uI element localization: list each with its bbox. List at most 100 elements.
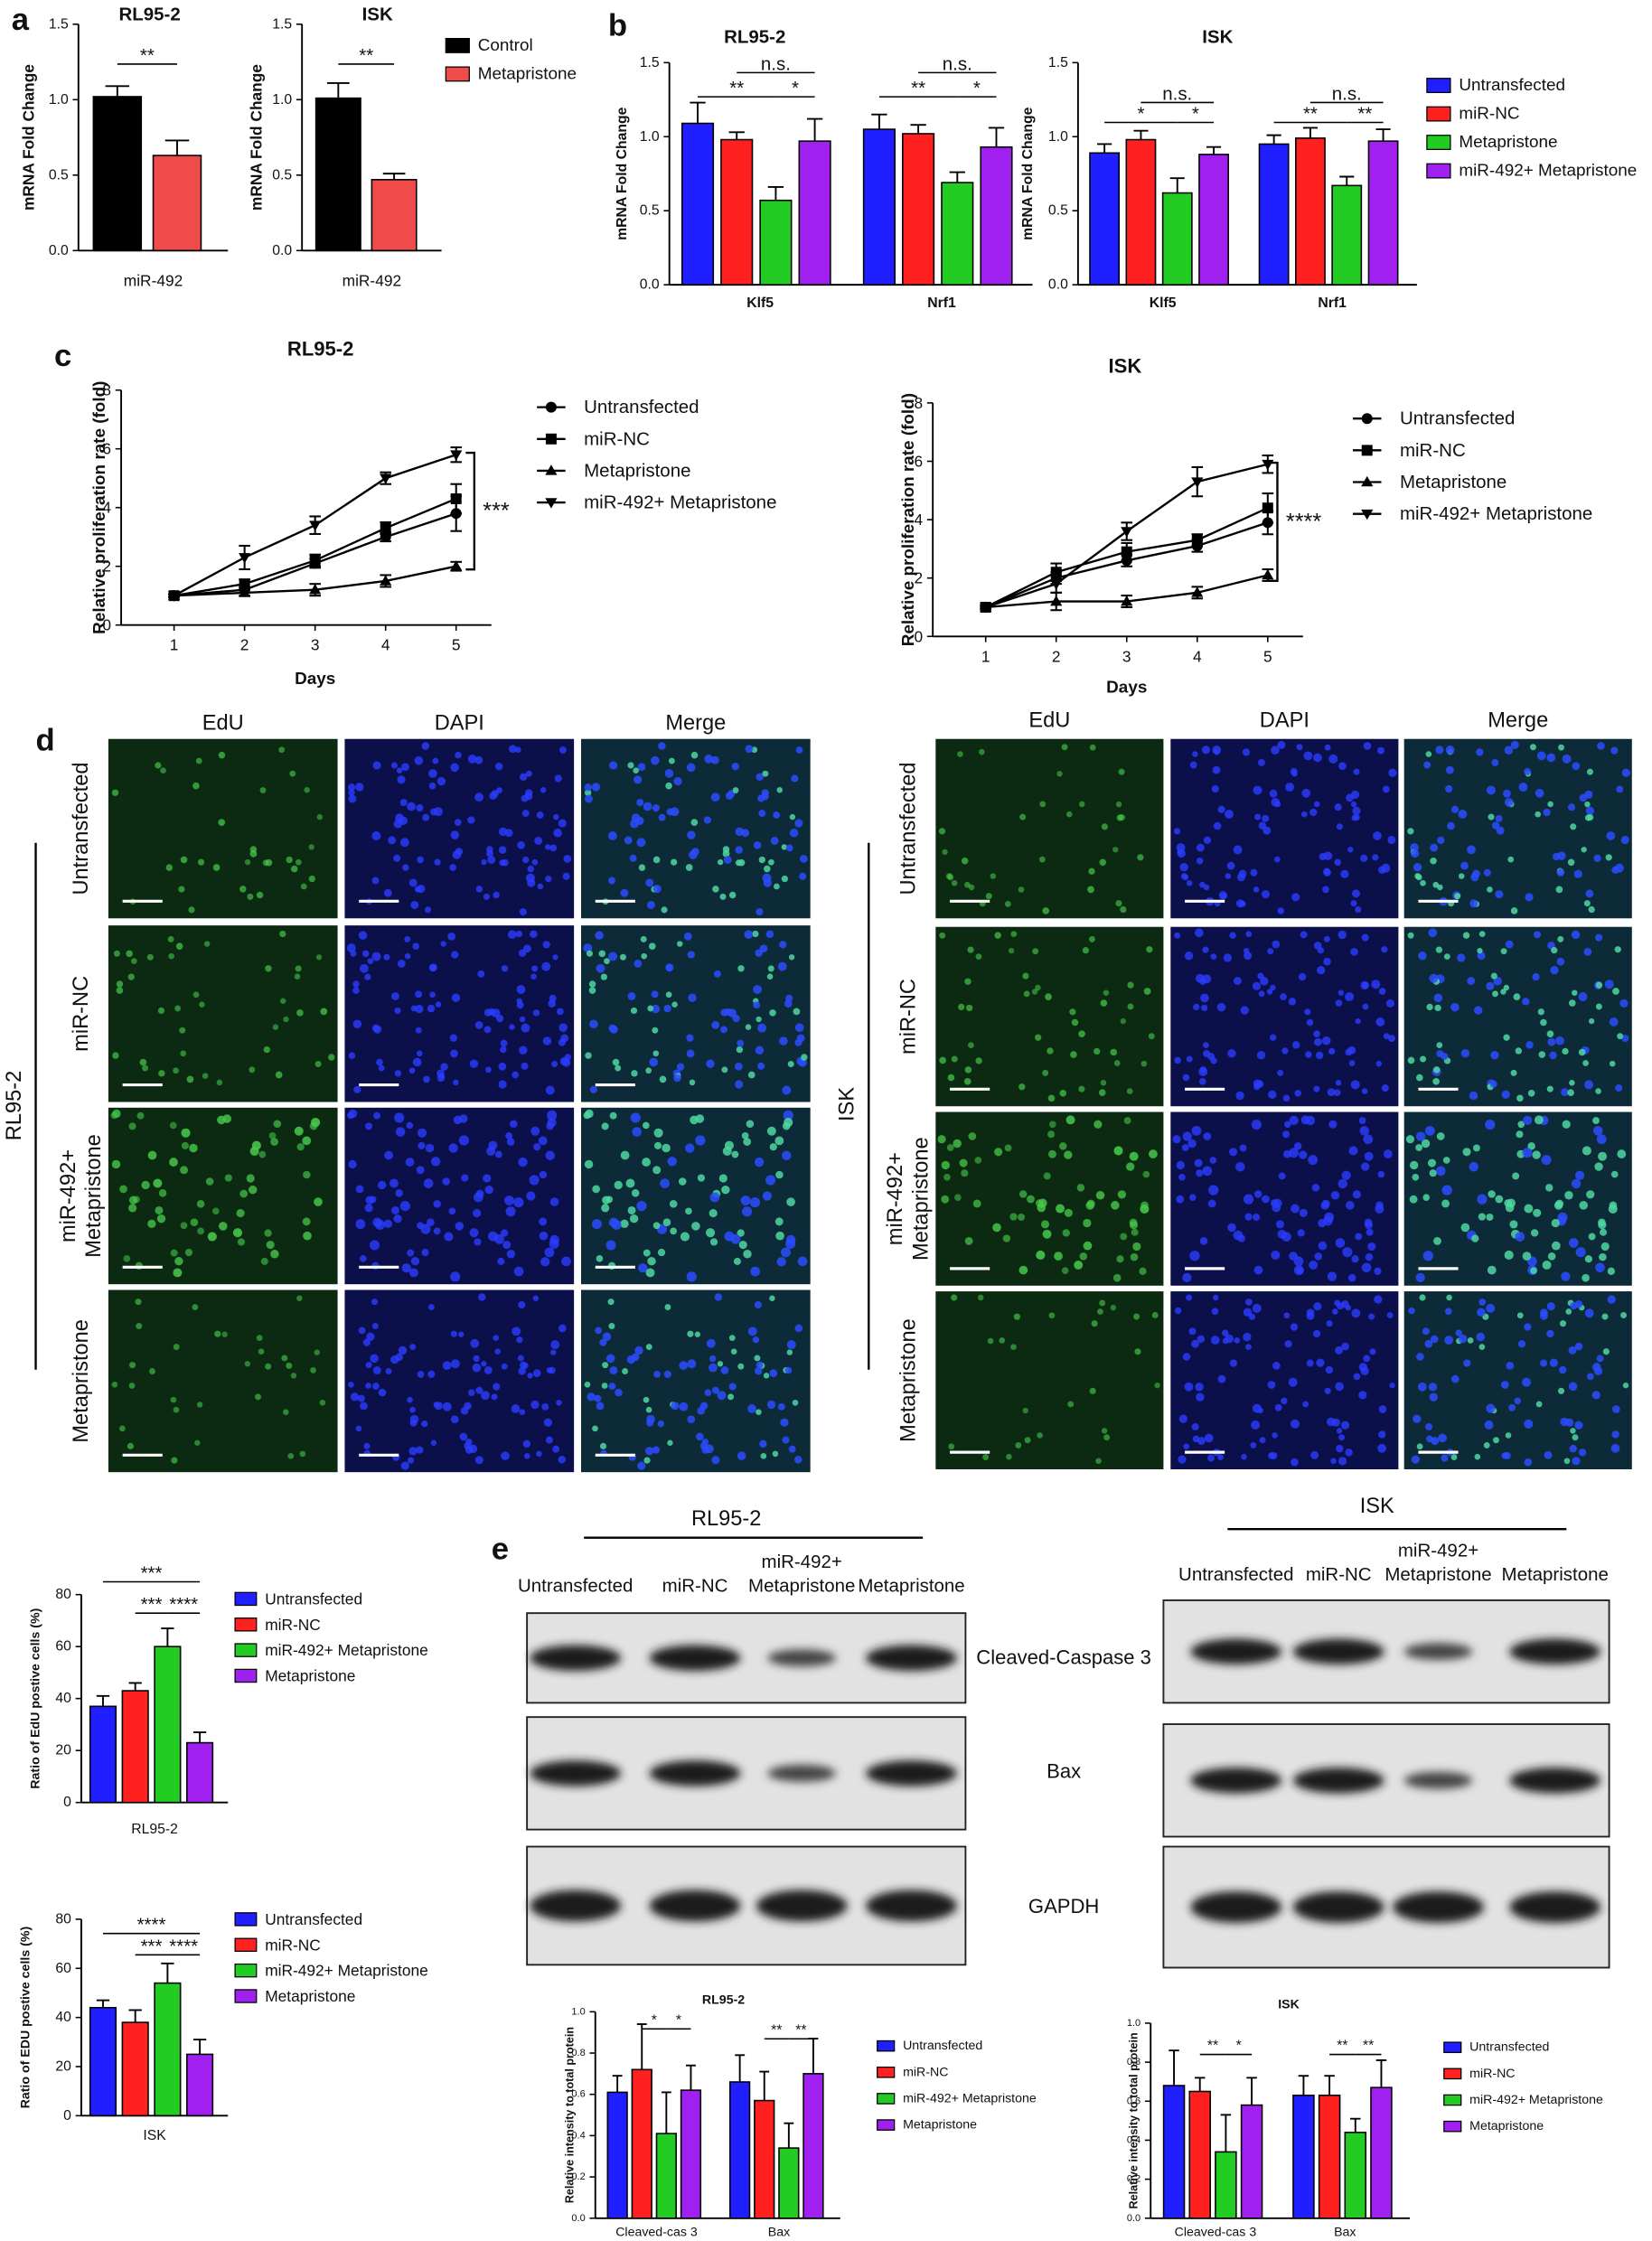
cell <box>1093 1047 1101 1055</box>
cell <box>355 1219 366 1230</box>
cell <box>784 1366 793 1374</box>
cell <box>1350 1080 1360 1090</box>
cell <box>585 1052 592 1059</box>
cell <box>747 1071 756 1079</box>
cell <box>407 802 416 811</box>
cell <box>974 1157 982 1164</box>
cell <box>518 949 527 957</box>
cell <box>371 1299 379 1306</box>
lane-label: Untransfected <box>518 1576 633 1597</box>
cell <box>484 1066 492 1074</box>
x-tick-label: 2 <box>240 636 249 654</box>
cell <box>545 875 552 883</box>
cell <box>430 1157 441 1167</box>
cell <box>652 1222 661 1230</box>
cell <box>548 999 557 1008</box>
cell <box>192 782 200 790</box>
cell <box>1405 1135 1415 1144</box>
cell <box>309 1121 318 1130</box>
cell <box>523 1452 530 1459</box>
cell <box>532 1295 540 1301</box>
cell <box>1116 1255 1124 1263</box>
row-label: Metapristone <box>896 1318 920 1442</box>
cell <box>358 931 368 940</box>
blot-band <box>1190 1891 1282 1923</box>
cell <box>401 763 409 772</box>
cell <box>787 1061 794 1068</box>
y-tick-label: 8 <box>915 394 924 412</box>
legend-label: miR-492+ Metapristone <box>1400 503 1592 524</box>
cell <box>347 1111 354 1120</box>
cell <box>1522 1115 1533 1126</box>
micrograph-bg <box>935 1111 1164 1286</box>
cell <box>1253 785 1262 795</box>
cell <box>633 767 639 774</box>
cell <box>1483 1441 1490 1449</box>
cell <box>592 1425 598 1432</box>
cell <box>679 1402 689 1411</box>
cell <box>155 1205 164 1214</box>
legend-swatch <box>445 37 470 53</box>
cell <box>1018 1213 1026 1221</box>
cell <box>1549 1358 1559 1367</box>
cell <box>602 1332 612 1341</box>
cell <box>1516 1130 1524 1139</box>
y-tick-label: 1.0 <box>640 129 660 145</box>
cell <box>1583 900 1591 907</box>
cell <box>554 774 562 783</box>
cell <box>173 1067 179 1074</box>
cell <box>500 1039 508 1047</box>
cell <box>405 1158 415 1167</box>
cell <box>631 1070 638 1077</box>
cell <box>1579 1201 1589 1210</box>
cell <box>468 1444 478 1454</box>
cell <box>786 1349 793 1355</box>
cell <box>1469 1162 1479 1172</box>
lane-label: miR-492+ <box>762 1552 842 1572</box>
micrograph <box>580 1289 811 1473</box>
cell <box>1568 1382 1578 1392</box>
cell <box>434 858 441 866</box>
bar <box>759 199 793 286</box>
cell <box>1374 1267 1382 1275</box>
cell <box>1294 1090 1302 1097</box>
cell <box>1570 823 1577 830</box>
cell <box>258 1150 267 1158</box>
cell <box>1352 806 1361 815</box>
micrograph <box>108 925 338 1102</box>
cell <box>1533 1208 1542 1217</box>
cell <box>619 953 626 961</box>
cell <box>939 1056 946 1064</box>
cell <box>671 1402 680 1411</box>
cell <box>1208 1185 1219 1196</box>
cell <box>1467 977 1476 985</box>
cell <box>1252 981 1262 990</box>
cell <box>1271 745 1280 755</box>
cell <box>553 813 559 820</box>
cell <box>756 773 764 782</box>
cell <box>1258 821 1267 830</box>
cell <box>1270 984 1276 991</box>
cell <box>1551 1218 1560 1228</box>
cell <box>451 993 461 1002</box>
cell <box>1289 1252 1298 1261</box>
cell <box>493 1383 501 1391</box>
cell <box>148 1368 155 1374</box>
cell <box>717 1391 727 1401</box>
marker <box>980 603 992 614</box>
chart-title: RL95-2 <box>287 338 354 361</box>
cell <box>953 1139 962 1149</box>
cell <box>1334 858 1341 867</box>
cell <box>1308 1155 1319 1166</box>
cell <box>486 1146 496 1156</box>
cell <box>369 1196 377 1204</box>
cell <box>1129 1151 1139 1161</box>
cell <box>1375 1060 1383 1067</box>
significance-label: * <box>973 78 981 98</box>
cell <box>540 787 547 793</box>
cell <box>265 965 272 972</box>
cell <box>417 1222 424 1230</box>
cell <box>757 794 765 802</box>
cell <box>1592 1117 1600 1124</box>
cell <box>1574 1170 1585 1180</box>
